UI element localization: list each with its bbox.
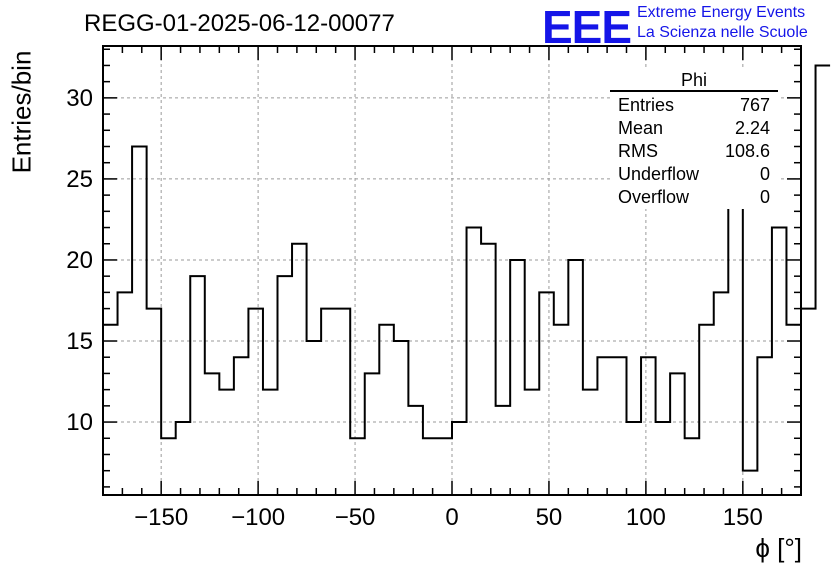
stats-value: 767 (739, 95, 770, 115)
histogram-bin (496, 406, 511, 495)
chart-title: REGG-01-2025-06-12-00077 (84, 10, 395, 37)
histogram-bin (307, 341, 322, 495)
stats-label: Entries (618, 95, 675, 115)
histogram-bin (743, 471, 758, 495)
histogram-bin (132, 146, 147, 495)
histogram-bin (118, 292, 133, 495)
y-tick-label: 15 (66, 328, 93, 355)
stats-label: RMS (618, 141, 658, 161)
histogram-bin (481, 244, 496, 495)
stats-value: 108.6 (724, 141, 770, 161)
histogram-bin (728, 195, 743, 495)
histogram-bin (685, 438, 700, 495)
x-tick-label: −150 (134, 504, 188, 531)
stats-label: Mean (618, 118, 664, 138)
histogram-bin (452, 422, 467, 495)
histogram-bin (234, 357, 249, 495)
histogram-bin (190, 276, 205, 495)
stats-row-mean: Mean 2.24 (610, 117, 778, 140)
stats-box-title: Phi (610, 70, 778, 92)
histogram-bin (612, 357, 627, 495)
stats-value: 2.24 (734, 118, 770, 138)
histogram-bin (597, 357, 612, 495)
histogram-bin (365, 373, 380, 495)
histogram-bin (757, 357, 772, 495)
histogram-bin (394, 341, 409, 495)
x-tick-label: 100 (626, 504, 666, 531)
histogram-bin (408, 406, 423, 495)
y-tick-label: 10 (66, 409, 93, 436)
histogram-bin (263, 390, 278, 495)
histogram-bin (336, 309, 351, 495)
histogram-line (103, 64, 831, 472)
stats-value: 0 (759, 164, 770, 184)
histogram-bin (714, 292, 729, 495)
histogram-bin (147, 309, 162, 495)
stats-label: Overflow (618, 187, 690, 207)
histogram-bin (772, 228, 787, 495)
histogram-bin (641, 357, 656, 495)
histogram-bin (321, 309, 336, 495)
histogram-bin (670, 373, 685, 495)
histogram-bin (248, 309, 263, 495)
histogram-bin (583, 390, 598, 495)
histogram-series (103, 64, 831, 495)
histogram-bin (467, 228, 482, 495)
x-tick-label: −50 (335, 504, 376, 531)
stats-row-overflow: Overflow 0 (610, 186, 778, 209)
histogram-bin (423, 438, 438, 495)
x-tick-label: −100 (231, 504, 285, 531)
y-axis-label: Entries/bin (6, 50, 37, 174)
histogram-bin (278, 276, 293, 495)
histogram-bin (568, 260, 583, 495)
y-tick-label: 25 (66, 166, 93, 193)
y-tick-label: 30 (66, 85, 93, 112)
x-tick-label: 50 (536, 504, 563, 531)
histogram-bin (103, 325, 118, 495)
stats-row-entries: Entries 767 (610, 94, 778, 117)
histogram-bin (554, 325, 569, 495)
histogram-bin (699, 325, 714, 495)
eee-logo: EEE (542, 1, 632, 53)
histogram-bin (292, 244, 307, 495)
histogram-bin (350, 438, 365, 495)
histogram-bin (525, 390, 540, 495)
stats-label: Underflow (618, 164, 700, 184)
x-tick-label: 0 (445, 504, 458, 531)
histogram-bin (176, 422, 191, 495)
histogram-bin (816, 65, 831, 495)
histogram-bin (656, 422, 671, 495)
histogram-bin (786, 325, 801, 495)
x-tick-label: 150 (723, 504, 763, 531)
stats-value: 0 (759, 187, 770, 207)
histogram-bin (539, 292, 554, 495)
histogram-bin (219, 390, 234, 495)
histogram-bin (161, 438, 176, 495)
logo-subtitle-line2: La Scienza nelle Scuole (637, 24, 808, 41)
histogram-bin (510, 260, 525, 495)
histogram-bin (437, 438, 452, 495)
logo-subtitle-line1: Extreme Energy Events (637, 4, 806, 21)
y-tick-label: 20 (66, 247, 93, 274)
histogram-bin (801, 309, 816, 495)
stats-row-underflow: Underflow 0 (610, 163, 778, 186)
histogram-bin (205, 373, 220, 495)
histogram-bin (379, 325, 394, 495)
x-axis-label: ϕ [°] (755, 533, 802, 563)
stats-row-rms: RMS 108.6 (610, 140, 778, 163)
axes: −150 −100 −50 0 50 100 150 10 15 20 25 30 (66, 45, 802, 531)
histogram-bin (627, 422, 642, 495)
stats-box: Phi Entries 767 Mean 2.24 RMS 108.6 Unde… (610, 70, 778, 209)
